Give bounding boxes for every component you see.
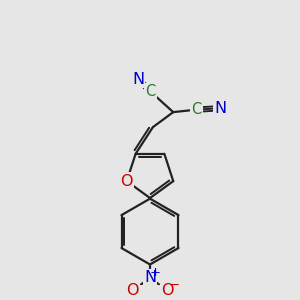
Text: N: N <box>214 101 226 116</box>
Text: −: − <box>169 279 180 292</box>
Text: O: O <box>121 174 133 189</box>
Text: N: N <box>132 72 144 87</box>
Text: +: + <box>150 266 161 279</box>
Text: C: C <box>192 102 202 117</box>
Text: N: N <box>144 270 156 285</box>
Text: O: O <box>127 283 139 298</box>
Text: C: C <box>146 84 156 99</box>
Text: O: O <box>161 283 173 298</box>
